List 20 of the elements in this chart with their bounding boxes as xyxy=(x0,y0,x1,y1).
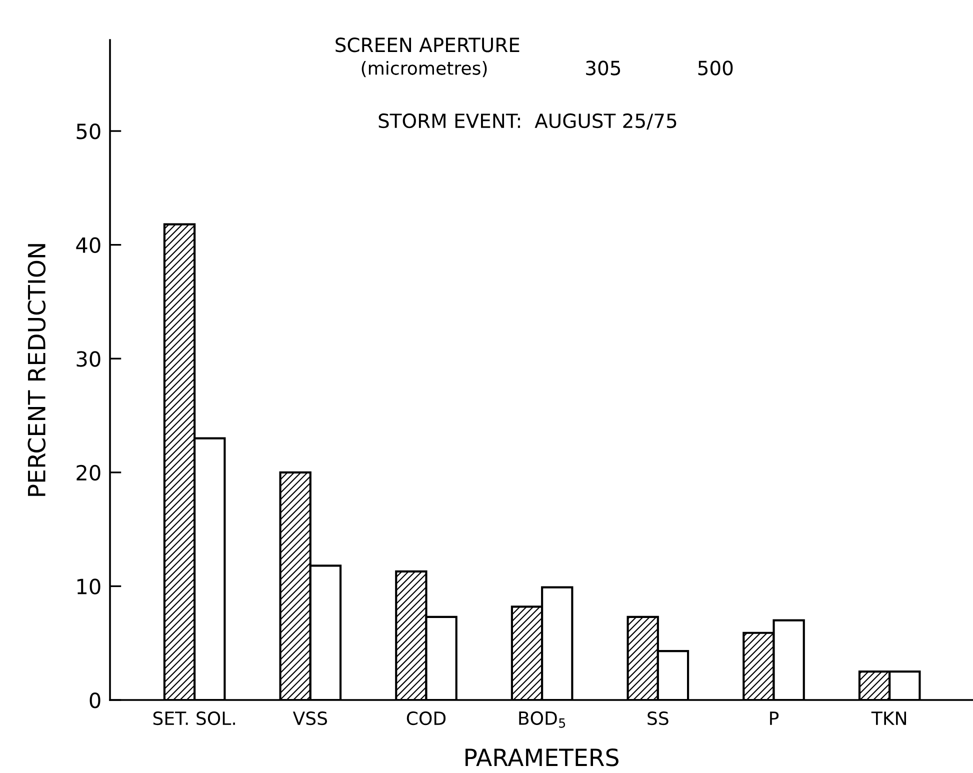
annotation: 305 xyxy=(586,60,620,76)
annotation: 500 xyxy=(698,60,733,76)
x-tick-label: SET. SOL. xyxy=(153,711,235,726)
y-axis-title: PERCENT REDUCTION xyxy=(28,244,46,496)
y-tick-label: 40 xyxy=(76,237,100,254)
y-tick-label: 30 xyxy=(76,351,100,367)
y-tick-label: 10 xyxy=(77,578,100,594)
x-tick-label: P xyxy=(770,712,779,725)
annotation: SCREEN APERTURE xyxy=(336,38,520,52)
x-tick-label: BOD$_{5}$ xyxy=(519,711,566,728)
x-tick-label: TKN xyxy=(871,712,906,725)
x-axis-title: PARAMETERS xyxy=(466,748,618,766)
x-tick-label: COD xyxy=(406,711,446,726)
annotation: (micrometres) xyxy=(362,60,487,78)
y-tick-label: 0 xyxy=(90,692,100,708)
annotation: STORM EVENT: AUGUST 25/75 xyxy=(378,113,676,130)
x-tick-label: SS xyxy=(648,711,668,726)
x-tick-label: VSS xyxy=(292,711,328,726)
y-tick-label: 50 xyxy=(76,123,100,140)
y-tick-label: 20 xyxy=(76,464,100,481)
